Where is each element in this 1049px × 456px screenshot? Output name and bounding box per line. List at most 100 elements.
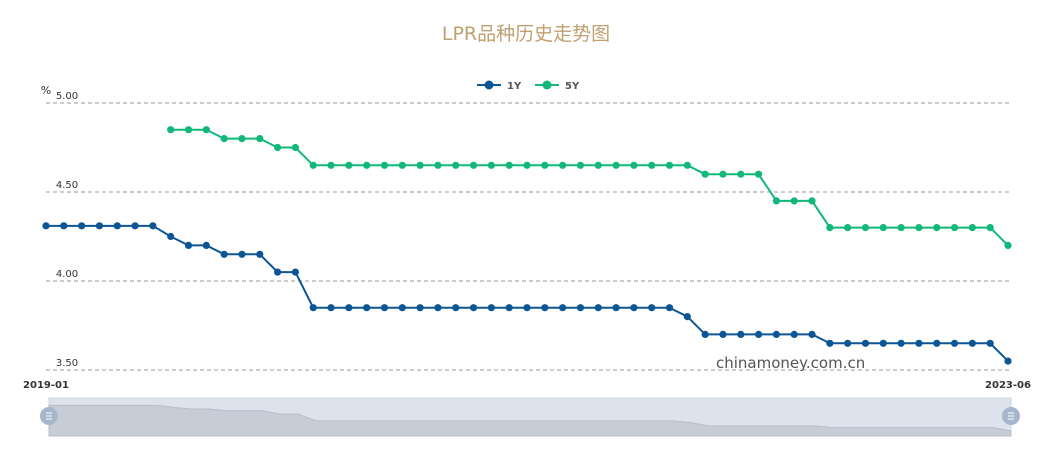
- data-point[interactable]: [113, 222, 121, 230]
- data-point[interactable]: [256, 135, 264, 143]
- data-point[interactable]: [469, 304, 478, 312]
- data-point[interactable]: [844, 339, 852, 347]
- data-point[interactable]: [737, 330, 745, 338]
- data-point[interactable]: [291, 143, 300, 152]
- data-point[interactable]: [701, 170, 709, 178]
- data-point[interactable]: [505, 304, 513, 312]
- data-point[interactable]: [541, 161, 549, 169]
- data-point[interactable]: [576, 161, 585, 169]
- data-point[interactable]: [469, 161, 478, 169]
- data-point[interactable]: [256, 250, 264, 258]
- data-point[interactable]: [844, 224, 852, 232]
- data-point[interactable]: [630, 304, 638, 312]
- data-point[interactable]: [131, 222, 139, 230]
- data-point[interactable]: [452, 304, 460, 312]
- data-point[interactable]: [487, 304, 495, 312]
- data-point[interactable]: [220, 135, 228, 143]
- data-point[interactable]: [576, 304, 585, 312]
- data-point[interactable]: [202, 126, 210, 134]
- data-point[interactable]: [754, 170, 763, 178]
- data-point[interactable]: [594, 304, 602, 312]
- data-point[interactable]: [60, 222, 68, 230]
- data-point[interactable]: [772, 197, 781, 205]
- data-point[interactable]: [648, 161, 656, 169]
- data-point[interactable]: [861, 224, 870, 232]
- data-point[interactable]: [665, 304, 674, 312]
- data-point[interactable]: [559, 304, 567, 312]
- data-point[interactable]: [719, 170, 727, 178]
- slider-handle-right[interactable]: [1002, 407, 1020, 425]
- data-point[interactable]: [398, 161, 406, 169]
- data-point[interactable]: [42, 222, 50, 230]
- data-point[interactable]: [327, 304, 335, 312]
- data-point[interactable]: [612, 161, 620, 169]
- data-point[interactable]: [327, 161, 335, 169]
- data-point[interactable]: [1004, 241, 1012, 249]
- data-point[interactable]: [291, 268, 300, 276]
- data-point[interactable]: [238, 250, 246, 258]
- data-point[interactable]: [879, 224, 887, 232]
- data-point[interactable]: [398, 304, 406, 312]
- data-point[interactable]: [149, 222, 157, 230]
- data-point[interactable]: [612, 304, 620, 312]
- data-point[interactable]: [897, 224, 905, 232]
- data-point[interactable]: [826, 224, 834, 232]
- data-point[interactable]: [487, 161, 495, 169]
- data-point[interactable]: [505, 161, 513, 169]
- data-point[interactable]: [933, 224, 941, 232]
- data-point[interactable]: [363, 304, 371, 312]
- data-point[interactable]: [273, 268, 282, 276]
- data-point[interactable]: [826, 339, 834, 347]
- data-point[interactable]: [523, 161, 531, 169]
- data-point[interactable]: [541, 304, 549, 312]
- data-point[interactable]: [683, 161, 691, 169]
- data-point[interactable]: [790, 197, 798, 205]
- data-point[interactable]: [78, 222, 86, 230]
- data-point[interactable]: [167, 232, 175, 241]
- data-point[interactable]: [986, 339, 994, 347]
- data-point[interactable]: [345, 304, 353, 312]
- data-point[interactable]: [790, 330, 798, 338]
- data-point[interactable]: [968, 224, 976, 232]
- data-point[interactable]: [701, 330, 709, 338]
- data-point[interactable]: [648, 304, 656, 312]
- data-point[interactable]: [933, 339, 941, 347]
- data-point[interactable]: [1004, 357, 1012, 365]
- legend-item-1y[interactable]: 1Y: [477, 80, 522, 93]
- data-point[interactable]: [897, 339, 905, 347]
- data-point[interactable]: [184, 126, 193, 134]
- data-point[interactable]: [968, 339, 976, 347]
- data-point[interactable]: [879, 339, 887, 347]
- data-point[interactable]: [523, 304, 531, 312]
- data-point[interactable]: [594, 161, 602, 169]
- data-point[interactable]: [273, 143, 282, 152]
- data-point[interactable]: [719, 330, 727, 338]
- data-point[interactable]: [167, 126, 175, 134]
- data-point[interactable]: [309, 161, 317, 169]
- legend-item-5y[interactable]: 5Y: [535, 80, 580, 93]
- data-point[interactable]: [309, 304, 317, 312]
- legend[interactable]: 1Y 5Y: [477, 80, 580, 93]
- data-point[interactable]: [861, 339, 870, 347]
- data-point[interactable]: [950, 339, 959, 347]
- data-point[interactable]: [345, 161, 353, 169]
- data-point[interactable]: [184, 241, 193, 249]
- data-point[interactable]: [630, 161, 638, 169]
- data-point[interactable]: [915, 339, 923, 347]
- data-point[interactable]: [737, 170, 745, 178]
- data-point[interactable]: [434, 161, 442, 169]
- data-point[interactable]: [915, 224, 923, 232]
- data-point[interactable]: [95, 222, 104, 230]
- data-point[interactable]: [416, 161, 424, 169]
- data-point[interactable]: [416, 304, 424, 312]
- data-point[interactable]: [434, 304, 442, 312]
- data-point[interactable]: [363, 161, 371, 169]
- slider-handle-left[interactable]: [40, 407, 58, 425]
- data-point[interactable]: [665, 161, 674, 169]
- data-point[interactable]: [380, 304, 389, 312]
- data-point[interactable]: [808, 197, 816, 205]
- data-point[interactable]: [772, 330, 781, 338]
- data-point[interactable]: [950, 224, 959, 232]
- data-point[interactable]: [559, 161, 567, 169]
- data-point[interactable]: [986, 224, 994, 232]
